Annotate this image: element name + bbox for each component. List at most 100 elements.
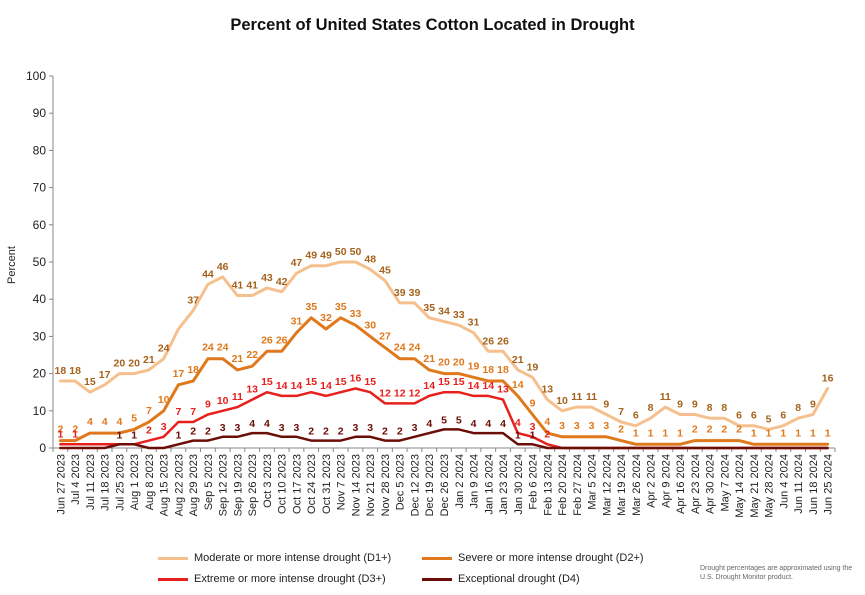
data-label-d2: 17: [173, 368, 185, 380]
data-label-d4: 4: [426, 418, 432, 430]
data-label-d2: 1: [751, 427, 757, 439]
data-label-d3: 15: [335, 376, 347, 388]
x-tick-label: Feb 13 2024: [542, 454, 554, 516]
data-label-d3: 15: [261, 376, 273, 388]
data-label-d2: 21: [423, 353, 435, 365]
data-label-d1: 6: [751, 410, 757, 422]
data-label-d2: 31: [291, 316, 303, 328]
data-label-d1: 42: [276, 276, 288, 288]
x-tick-label: Jan 9 2024: [469, 454, 481, 508]
x-tick-label: Sep 12 2023: [218, 454, 230, 516]
x-tick-label: Apr 23 2024: [690, 454, 702, 514]
legend-label-d1: Moderate or more intense drought (D1+): [194, 552, 392, 564]
data-label-d2: 24: [409, 342, 421, 354]
data-label-d1: 8: [721, 402, 727, 414]
data-label-d2: 3: [603, 420, 609, 432]
data-label-d1: 20: [128, 358, 140, 370]
data-label-d3: 14: [423, 380, 435, 392]
data-label-d4: 5: [456, 414, 462, 426]
data-label-d2: 2: [707, 424, 713, 436]
data-label-d1: 6: [633, 410, 639, 422]
data-label-d1: 5: [766, 413, 772, 425]
data-label-d2: 18: [187, 364, 199, 376]
y-tick-label: 10: [33, 404, 47, 418]
y-tick-label: 30: [33, 329, 47, 343]
data-label-d1: 37: [187, 294, 199, 306]
data-label-d1: 6: [736, 410, 742, 422]
x-tick-label: Jul 25 2023: [114, 454, 126, 511]
data-label-d2: 1: [795, 427, 801, 439]
x-tick-label: Mar 19 2024: [616, 454, 628, 516]
data-label-d4: 1: [515, 429, 521, 441]
data-label-d4: 1: [131, 429, 137, 441]
y-tick-label: 90: [33, 106, 47, 120]
data-label-d4: 2: [190, 426, 196, 438]
y-axis-label: Percent: [6, 246, 18, 284]
y-tick-label: 60: [33, 218, 47, 232]
data-label-d1: 20: [114, 358, 126, 370]
x-tick-label: Jun 27 2023: [55, 454, 67, 515]
data-label-d1: 26: [497, 335, 509, 347]
data-label-d2: 26: [261, 334, 273, 346]
data-label-d2: 3: [589, 420, 595, 432]
data-label-d4: 3: [294, 422, 300, 434]
data-label-d4: 5: [441, 414, 447, 426]
x-tick-label: Oct 31 2023: [321, 454, 333, 514]
data-label-d3: 14: [276, 380, 288, 392]
data-label-d2: 9: [530, 398, 536, 410]
data-label-d2: 19: [468, 360, 480, 372]
x-tick-label: Jan 2 2024: [454, 454, 466, 508]
data-label-d2: 4: [544, 416, 550, 428]
data-label-d1: 8: [795, 402, 801, 414]
data-label-d3: 15: [438, 376, 450, 388]
x-tick-label: Nov 21 2023: [365, 454, 377, 516]
data-label-d2: 1: [780, 427, 786, 439]
data-label-d1: 19: [527, 361, 539, 373]
data-label-d1: 8: [707, 402, 713, 414]
data-label-d4: 3: [235, 422, 241, 434]
data-label-d1: 9: [603, 399, 609, 411]
data-label-d2: 35: [335, 301, 347, 313]
legend-item-d3: Extreme or more intense drought (D3+): [158, 573, 386, 585]
data-label-d1: 11: [660, 391, 671, 403]
x-tick-label: Jul 4 2023: [70, 454, 82, 505]
x-tick-label: Jan 16 2024: [483, 454, 495, 515]
data-label-d1: 44: [202, 268, 214, 280]
data-label-d3: 12: [394, 387, 406, 399]
data-label-d2: 2: [721, 424, 727, 436]
x-tick-label: May 28 2024: [764, 454, 776, 518]
legend-swatch-d2: [422, 556, 452, 560]
data-label-d2: 7: [146, 405, 152, 417]
legend-item-d4: Exceptional drought (D4): [422, 573, 580, 585]
x-tick-label: Nov 28 2023: [380, 454, 392, 516]
data-label-d2: 30: [364, 319, 376, 331]
data-label-d2: 3: [574, 420, 580, 432]
data-label-d4: 3: [412, 422, 418, 434]
data-label-d4: 2: [205, 426, 211, 438]
data-label-d2: 1: [825, 427, 831, 439]
chart-title: Percent of United States Cotton Located …: [230, 16, 635, 34]
x-tick-label: Aug 22 2023: [173, 454, 185, 516]
data-label-d4: 2: [397, 426, 403, 438]
data-label-d4: 3: [279, 422, 285, 434]
data-label-d2: 1: [677, 427, 683, 439]
x-tick-label: Apr 16 2024: [675, 454, 687, 514]
data-label-d2: 1: [633, 427, 639, 439]
series-lines: [58, 260, 830, 450]
data-label-d3: 12: [409, 387, 421, 399]
data-label-d2: 21: [232, 353, 244, 365]
data-label-d4: 4: [264, 418, 270, 430]
data-label-d4: 3: [367, 422, 373, 434]
data-label-d1: 9: [810, 399, 816, 411]
data-label-d4: 2: [308, 426, 314, 438]
x-tick-label: Mar 12 2024: [601, 454, 613, 516]
x-tick-label: Oct 17 2023: [291, 454, 303, 514]
data-label-d2: 20: [438, 357, 450, 369]
x-tick-label: Aug 15 2023: [159, 454, 171, 516]
data-label-d1: 33: [453, 309, 465, 321]
data-label-d1: 18: [55, 365, 67, 377]
data-label-d3: 3: [530, 421, 536, 433]
data-label-d2: 24: [217, 342, 229, 354]
data-label-d2: 26: [276, 334, 288, 346]
data-label-d3: 16: [350, 372, 362, 384]
